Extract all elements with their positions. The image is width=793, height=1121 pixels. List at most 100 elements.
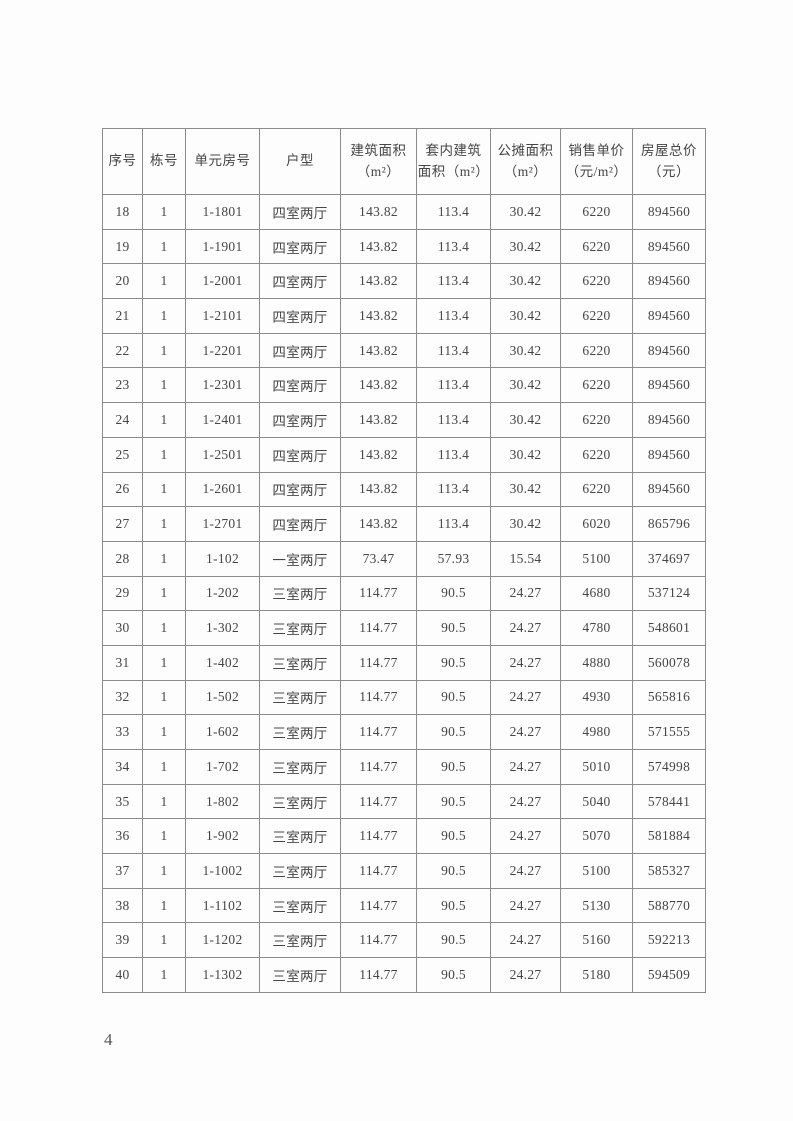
cell-col-floor-area: 114.77 <box>340 957 417 993</box>
cell-col-floor-area: 114.77 <box>340 610 417 646</box>
table-row: 31 1 1-402 三室两厅 114.77 90.5 24.27 4880 560078 <box>102 644 706 681</box>
table-row: 30 1 1-302 三室两厅 114.77 90.5 24.27 4780 548601 <box>102 610 706 646</box>
cell-col-index: 32 <box>102 679 143 716</box>
cell-col-shared-area: 24.27 <box>490 957 561 993</box>
cell-col-building-no: 1 <box>142 749 186 785</box>
cell-col-layout: 四室两厅 <box>259 402 341 438</box>
cell-col-inner-area: 90.5 <box>416 749 491 785</box>
cell-col-index: 34 <box>102 749 143 785</box>
cell-col-building-no: 1 <box>142 228 186 265</box>
cell-col-unit-room-no: 1-102 <box>185 540 260 577</box>
cell-col-layout: 三室两厅 <box>259 818 341 855</box>
cell-col-building-no: 1 <box>142 540 186 577</box>
cell-col-layout: 三室两厅 <box>259 783 341 820</box>
cell-col-total-price: 894560 <box>632 228 706 265</box>
cell-col-shared-area: 24.27 <box>490 887 561 924</box>
table-body: 18 1 1-1801 四室两厅 143.82 113.4 30.42 6220 894560 1… <box>102 194 706 993</box>
cell-col-shared-area: 30.42 <box>490 436 561 473</box>
cell-col-index: 39 <box>102 922 143 959</box>
column-header-col-unit-price: 销售单价 （元/m²） <box>560 128 633 195</box>
cell-col-inner-area: 113.4 <box>416 194 491 230</box>
cell-col-inner-area: 90.5 <box>416 853 491 889</box>
cell-col-building-no: 1 <box>142 818 186 855</box>
cell-col-layout: 四室两厅 <box>259 194 341 230</box>
cell-col-layout: 三室两厅 <box>259 575 341 612</box>
table-row: 34 1 1-702 三室两厅 114.77 90.5 24.27 5010 574998 <box>102 749 706 785</box>
table-row: 32 1 1-502 三室两厅 114.77 90.5 24.27 4930 565816 <box>102 679 706 716</box>
cell-col-shared-area: 30.42 <box>490 298 561 334</box>
cell-col-total-price: 594509 <box>632 957 706 993</box>
cell-col-floor-area: 114.77 <box>340 644 417 681</box>
cell-col-inner-area: 57.93 <box>416 540 491 577</box>
cell-col-inner-area: 113.4 <box>416 332 491 369</box>
cell-col-index: 18 <box>102 194 143 230</box>
cell-col-layout: 三室两厅 <box>259 887 341 924</box>
cell-col-total-price: 894560 <box>632 471 706 508</box>
cell-col-total-price: 565816 <box>632 679 706 716</box>
table-row: 21 1 1-2101 四室两厅 143.82 113.4 30.42 6220 894560 <box>102 298 706 334</box>
cell-col-layout: 三室两厅 <box>259 644 341 681</box>
cell-col-index: 28 <box>102 540 143 577</box>
cell-col-layout: 三室两厅 <box>259 679 341 716</box>
cell-col-inner-area: 113.4 <box>416 471 491 508</box>
cell-col-floor-area: 143.82 <box>340 471 417 508</box>
column-header-col-unit-room-no: 单元房号 <box>185 128 260 195</box>
cell-col-inner-area: 113.4 <box>416 228 491 265</box>
cell-col-index: 25 <box>102 436 143 473</box>
housing-price-table: 序号 栋号 单元房号 户型 建筑面积 （m²） 套内建筑 面积（m²） 公摊面积 （m²）销… <box>102 128 706 993</box>
cell-col-shared-area: 24.27 <box>490 749 561 785</box>
cell-col-shared-area: 24.27 <box>490 610 561 646</box>
cell-col-unit-room-no: 1-2401 <box>185 402 260 438</box>
cell-col-total-price: 894560 <box>632 298 706 334</box>
cell-col-unit-price: 6220 <box>560 194 633 230</box>
cell-col-shared-area: 24.27 <box>490 575 561 612</box>
cell-col-index: 26 <box>102 471 143 508</box>
cell-col-floor-area: 143.82 <box>340 436 417 473</box>
cell-col-floor-area: 143.82 <box>340 367 417 404</box>
cell-col-inner-area: 90.5 <box>416 679 491 716</box>
cell-col-index: 19 <box>102 228 143 265</box>
cell-col-building-no: 1 <box>142 367 186 404</box>
cell-col-unit-price: 6220 <box>560 263 633 300</box>
cell-col-total-price: 537124 <box>632 575 706 612</box>
cell-col-building-no: 1 <box>142 887 186 924</box>
cell-col-total-price: 894560 <box>632 194 706 230</box>
cell-col-unit-room-no: 1-702 <box>185 749 260 785</box>
cell-col-unit-room-no: 1-1801 <box>185 194 260 230</box>
cell-col-unit-room-no: 1-2501 <box>185 436 260 473</box>
cell-col-total-price: 865796 <box>632 506 706 542</box>
cell-col-unit-price: 6220 <box>560 471 633 508</box>
column-header-col-inner-area: 套内建筑 面积（m²） <box>416 128 491 195</box>
cell-col-inner-area: 90.5 <box>416 887 491 924</box>
cell-col-index: 27 <box>102 506 143 542</box>
cell-col-layout: 四室两厅 <box>259 367 341 404</box>
cell-col-floor-area: 143.82 <box>340 263 417 300</box>
cell-col-index: 30 <box>102 610 143 646</box>
cell-col-shared-area: 15.54 <box>490 540 561 577</box>
cell-col-total-price: 571555 <box>632 714 706 750</box>
cell-col-unit-room-no: 1-302 <box>185 610 260 646</box>
cell-col-index: 22 <box>102 332 143 369</box>
cell-col-unit-price: 6220 <box>560 402 633 438</box>
cell-col-unit-price: 5040 <box>560 783 633 820</box>
cell-col-unit-room-no: 1-2201 <box>185 332 260 369</box>
cell-col-total-price: 574998 <box>632 749 706 785</box>
cell-col-building-no: 1 <box>142 679 186 716</box>
cell-col-floor-area: 114.77 <box>340 853 417 889</box>
cell-col-floor-area: 143.82 <box>340 298 417 334</box>
cell-col-total-price: 581884 <box>632 818 706 855</box>
page-number: 4 <box>104 1030 113 1049</box>
cell-col-inner-area: 90.5 <box>416 644 491 681</box>
cell-col-total-price: 585327 <box>632 853 706 889</box>
table-row: 19 1 1-1901 四室两厅 143.82 113.4 30.42 6220 894560 <box>102 228 706 265</box>
cell-col-unit-room-no: 1-2601 <box>185 471 260 508</box>
cell-col-total-price: 894560 <box>632 332 706 369</box>
column-header-col-building-no: 栋号 <box>142 128 186 195</box>
cell-col-building-no: 1 <box>142 610 186 646</box>
table-row: 24 1 1-2401 四室两厅 143.82 113.4 30.42 6220 894560 <box>102 402 706 438</box>
cell-col-unit-price: 6220 <box>560 436 633 473</box>
column-header-col-total-price: 房屋总价 （元） <box>632 128 706 195</box>
cell-col-building-no: 1 <box>142 714 186 750</box>
table-row: 35 1 1-802 三室两厅 114.77 90.5 24.27 5040 578441 <box>102 783 706 820</box>
